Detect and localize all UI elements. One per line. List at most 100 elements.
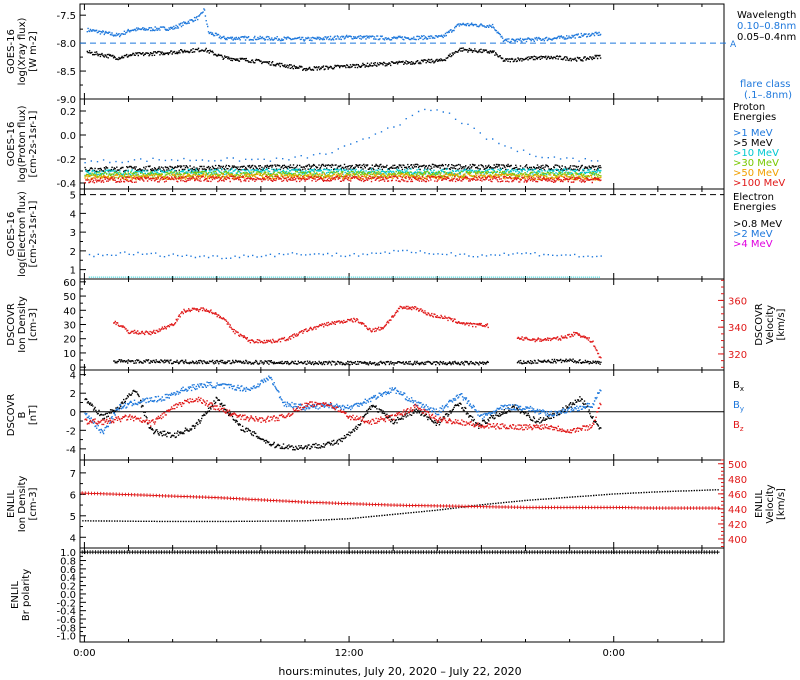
- y2-tick-label: 460: [728, 490, 747, 501]
- legend-entry: Bz: [733, 420, 744, 433]
- data-points: [84, 163, 602, 173]
- y-axis-label: B: [17, 411, 28, 418]
- series-enlil_polarity-polarity: [81, 550, 720, 555]
- y2-tick-label: 420: [728, 520, 747, 531]
- legend-note: (.1–.8nm): [744, 90, 792, 101]
- legend-note: flare class: [740, 79, 790, 90]
- y-tick-label: 10: [63, 349, 76, 360]
- y-tick-label: -4: [66, 445, 76, 456]
- y2-tick-label: 500: [728, 460, 747, 471]
- legend-subscript: z: [740, 425, 744, 433]
- legend-title: Electron: [733, 192, 774, 203]
- y2-tick-label: 320: [728, 350, 747, 361]
- y2-axis-label: DSCOVR: [754, 303, 765, 346]
- y-axis-label: Ion Density: [17, 296, 28, 353]
- data-points: [84, 170, 602, 179]
- series-dscovr_plasma-velocity: [113, 305, 602, 359]
- legend-entry: 0.10–0.8nm: [737, 21, 796, 32]
- legend-entry: >1 MeV: [733, 128, 773, 139]
- y-tick-label: 4: [70, 371, 76, 382]
- y-tick-label: 0: [70, 363, 76, 374]
- y-tick-label: -0.2: [56, 598, 76, 609]
- x-tick-label: 0:00: [73, 648, 95, 659]
- panel-frame: [79, 188, 725, 280]
- y2-axis-label: ENLIL: [754, 490, 765, 518]
- legend-entry: >30 MeV: [733, 158, 779, 169]
- y-tick-label: 5: [70, 191, 76, 202]
- y-tick-label: 2: [70, 247, 76, 258]
- y2-tick-label: 360: [728, 296, 747, 307]
- y-tick-label: 0.0: [60, 131, 76, 142]
- y-tick-label: 3: [70, 228, 76, 239]
- legend-entry: Bx: [733, 380, 744, 393]
- y-tick-label: -0.2: [56, 155, 76, 166]
- legend-entry: >4 MeV: [733, 239, 773, 250]
- legend-title: Wavelength: [737, 10, 796, 21]
- y-axis-label: [cm-3]: [28, 487, 39, 520]
- data-points: [84, 375, 602, 435]
- legend-entry: >100 MeV: [733, 178, 785, 189]
- y-axis-label: DSCOVR: [6, 303, 17, 346]
- legend-entry: >50 MeV: [733, 168, 779, 179]
- y-tick-label: 40: [63, 306, 76, 317]
- data-points: [113, 305, 602, 359]
- legend-subscript: x: [740, 385, 744, 393]
- y-axis-label: log(Xray flux): [17, 18, 28, 86]
- legend-entry: >5 MeV: [733, 138, 773, 149]
- y2-axis-label: Velocity: [765, 484, 776, 523]
- panel-enlil_polarity: -1.0-0.8-0.6-0.4-0.20.00.20.40.60.81.0 EN…: [10, 547, 725, 659]
- y-axis-label: GOES-16: [6, 29, 17, 74]
- data-points: [84, 168, 602, 176]
- y-tick-label: 6: [70, 490, 76, 501]
- series-enlil_plasma-velocity: [80, 491, 721, 510]
- panel-electron: 1 2 3 4 5 GOES-16 log(Electron flux) [cm-2s-1sr…: [6, 188, 782, 280]
- legend-entry: >10 MeV: [733, 148, 779, 159]
- series-xray-0-10-0-8nm: [86, 8, 602, 44]
- y-tick-label: -0.4: [56, 607, 76, 618]
- y2-axis-label: [km/s]: [776, 308, 787, 340]
- series-enlil_plasma-density: [82, 489, 719, 523]
- legend-title: Energies: [733, 112, 776, 123]
- data-points: [84, 396, 602, 434]
- y-tick-label: -2: [66, 426, 76, 437]
- y-tick-label: 4: [70, 209, 76, 220]
- series-proton--1-mev: [84, 108, 599, 164]
- legend-entry: By: [733, 400, 744, 413]
- y2-tick-label: 400: [728, 535, 747, 546]
- y-tick-label: 20: [63, 335, 76, 346]
- y-axis-label: ENLIL: [6, 490, 17, 518]
- y-tick-label: -8.5: [56, 67, 76, 78]
- series-xray-0-05-0-4nm: [86, 47, 602, 72]
- series-dscovr_mag-bz: [84, 396, 602, 434]
- y-tick-label: 5: [70, 512, 76, 523]
- y-axis-label: Ion Density: [17, 476, 28, 533]
- y-tick-label: 30: [63, 321, 76, 332]
- panel-frame: [79, 98, 725, 190]
- y-axis-label: log(Proton flux): [17, 105, 28, 182]
- y-tick-label: -1.0: [56, 632, 76, 643]
- series-dscovr_mag-by: [84, 375, 602, 435]
- y-tick-label: -0.4: [56, 179, 76, 190]
- series-dscovr_mag-bx: [84, 389, 602, 451]
- series-proton--30-mev: [84, 170, 602, 179]
- y-tick-label: 0.8: [60, 557, 76, 568]
- y-axis-label: [cm-2s-1sr-1]: [28, 200, 39, 267]
- y-tick-label: 7: [70, 469, 76, 480]
- y-tick-label: 0.6: [60, 565, 76, 576]
- series-proton--100-mev: [84, 175, 602, 184]
- panel-dscovr_mag: -4 -2 0 2 4 DSCOVR B [nT] Bx By Bz: [6, 369, 744, 461]
- y-tick-label: 2: [70, 389, 76, 400]
- legend-entry: >0.8 MeV: [733, 219, 782, 230]
- x-tick-label: 0:00: [602, 648, 624, 659]
- series-proton--5-mev: [84, 163, 602, 173]
- x-tick-label: 12:00: [335, 648, 364, 659]
- x-axis-label: hours:minutes, July 20, 2020 – July 22, …: [278, 665, 521, 678]
- y-axis-label: [cm-3]: [28, 308, 39, 341]
- y2-tick-label: 480: [728, 475, 747, 486]
- y-tick-label: -8.0: [56, 39, 76, 50]
- y-axis-label: ENLIL: [10, 581, 21, 609]
- y-tick-label: 1.0: [60, 548, 76, 559]
